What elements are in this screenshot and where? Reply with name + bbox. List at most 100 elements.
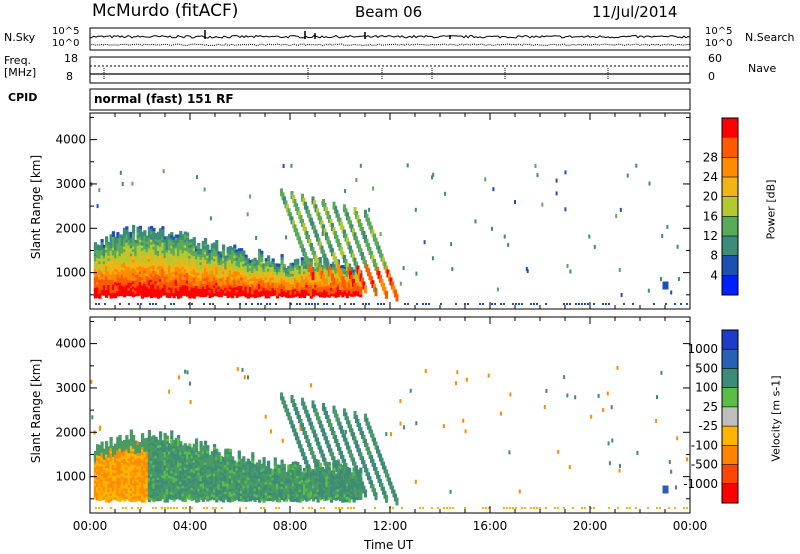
- power-cell: [183, 234, 187, 238]
- power-gs: [686, 303, 688, 305]
- power-echo: [344, 189, 347, 193]
- power-echo: [374, 287, 377, 292]
- power-cell: [120, 242, 124, 246]
- power-cell: [215, 277, 219, 281]
- velocity-cell: [345, 477, 349, 481]
- power-cell: [255, 270, 259, 274]
- power-cell: [170, 293, 174, 297]
- power-cell: [102, 276, 106, 280]
- velocity-cell: [237, 461, 241, 465]
- velocity-cell: [325, 481, 329, 485]
- power-cell: [312, 282, 316, 286]
- velocity-cell: [190, 450, 194, 454]
- power-cell: [107, 244, 111, 248]
- velocity-cell: [105, 496, 109, 500]
- power-cell: [98, 263, 102, 267]
- power-cell: [150, 249, 154, 253]
- power-cell: [280, 259, 284, 263]
- velocity-cell: [249, 482, 253, 486]
- power-cell: [332, 285, 336, 289]
- power-cell: [136, 250, 140, 254]
- power-echo: [379, 232, 382, 237]
- power-cell: [163, 255, 167, 259]
- velocity-cell: [192, 481, 196, 485]
- power-echo: [96, 204, 99, 209]
- velocity-cell: [192, 470, 196, 474]
- power-cell: [102, 258, 106, 262]
- velocity-cell: [170, 483, 174, 487]
- velocity-cell: [348, 491, 352, 495]
- power-cell: [269, 277, 273, 281]
- power-cell: [312, 267, 316, 271]
- power-cell: [127, 253, 131, 257]
- power-cell: [282, 264, 286, 268]
- velocity-cell: [199, 446, 203, 450]
- power-cell: [181, 292, 185, 296]
- velocity-cell: [231, 490, 235, 494]
- power-cell: [145, 259, 149, 263]
- power-cell: [161, 290, 165, 294]
- power-cell: [303, 286, 307, 290]
- velocity-cell: [334, 489, 338, 493]
- power-cell: [165, 268, 169, 272]
- velocity-cell: [111, 483, 115, 487]
- velocity-streak: [374, 492, 378, 501]
- velocity-cell: [312, 495, 316, 499]
- power-echo: [564, 207, 567, 212]
- power-cell: [93, 284, 97, 288]
- power-cell: [226, 292, 230, 296]
- velocity-cell: [215, 491, 219, 495]
- power-cell: [179, 286, 183, 290]
- power-cell: [325, 280, 329, 284]
- velocity-cell: [314, 466, 318, 470]
- velocity-cell: [231, 472, 235, 476]
- power-cell: [278, 271, 282, 275]
- power-cell: [294, 261, 298, 265]
- velocity-cell: [339, 468, 343, 472]
- power-cell: [172, 236, 176, 240]
- velocity-cell: [271, 482, 275, 486]
- velocity-cell: [127, 484, 131, 488]
- power-cell: [123, 267, 127, 271]
- velocity-cell: [174, 483, 178, 487]
- velocity-cell: [345, 485, 349, 489]
- velocity-cell: [165, 470, 169, 474]
- power-cell: [186, 269, 190, 273]
- power-cell: [262, 282, 266, 286]
- velocity-cell: [327, 491, 331, 495]
- velocity-cell: [143, 475, 147, 479]
- velocity-cell: [170, 481, 174, 485]
- velocity-cell: [138, 484, 142, 488]
- power-cell: [260, 288, 264, 292]
- power-cell: [204, 254, 208, 258]
- velocity-echo: [611, 438, 614, 443]
- power-cell: [357, 293, 361, 297]
- velocity-cell: [217, 454, 221, 458]
- velocity-cell: [217, 492, 221, 496]
- velocity-cell: [231, 464, 235, 468]
- velocity-cell: [240, 498, 244, 502]
- power-cell: [127, 266, 131, 270]
- power-cell: [201, 262, 205, 266]
- velocity-cell: [197, 483, 201, 487]
- velocity-cell: [120, 483, 124, 487]
- velocity-cell: [348, 486, 352, 490]
- velocity-cell: [260, 463, 264, 467]
- velocity-cell: [96, 497, 100, 501]
- velocity-cell: [150, 460, 154, 464]
- power-cell: [138, 239, 142, 243]
- velocity-cell: [177, 448, 181, 452]
- velocity-cell: [213, 459, 217, 463]
- power-cell: [138, 276, 142, 280]
- power-cell: [147, 256, 151, 260]
- velocity-cell: [163, 451, 167, 455]
- power-cell: [206, 247, 210, 251]
- power-cell: [138, 268, 142, 272]
- power-cell: [156, 279, 160, 283]
- power-cell: [129, 234, 133, 238]
- power-cell: [123, 265, 127, 269]
- power-cell: [134, 250, 138, 254]
- power-cell: [154, 278, 158, 282]
- power-cell: [120, 261, 124, 265]
- velocity-cell: [318, 486, 322, 490]
